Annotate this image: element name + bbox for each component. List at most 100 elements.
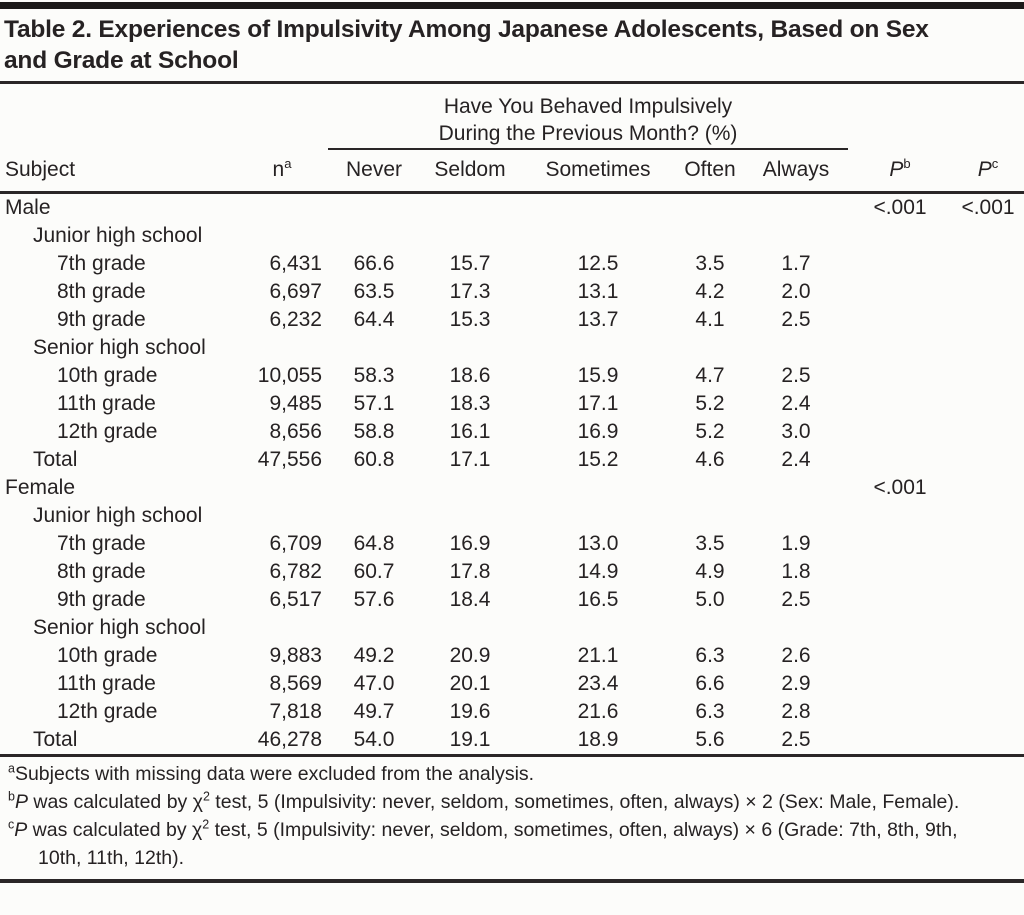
p-grade-cell xyxy=(952,530,1024,558)
p-grade-cell xyxy=(952,306,1024,334)
pct-cell: 60.8 xyxy=(353,448,395,471)
subject-cell: 7th grade xyxy=(57,532,146,555)
p-grade-cell xyxy=(952,390,1024,418)
p-sex-cell xyxy=(848,586,952,614)
pct-cell: 19.1 xyxy=(420,726,520,757)
pct-cell xyxy=(520,334,676,362)
n-cell xyxy=(250,474,328,502)
pct-cell: 6.3 xyxy=(695,644,725,667)
p-sex-cell xyxy=(848,558,952,586)
pct-cell: 1.8 xyxy=(781,560,811,583)
footnote-b-rest: test, 5 (Impulsivity: never, seldom, som… xyxy=(209,791,960,813)
p-grade-cell xyxy=(952,334,1024,362)
pct-cell: 64.8 xyxy=(353,532,395,555)
p-sex-cell xyxy=(848,334,952,362)
pct-cell: 1.7 xyxy=(781,252,811,275)
col-header-n: na xyxy=(250,84,328,193)
subject-cell: 8th grade xyxy=(57,280,146,303)
table-row: 7th grade 6,431 66.6 15.7 12.5 3.5 1.7 xyxy=(0,250,1024,278)
col-header-never: Never xyxy=(345,158,403,181)
footnote-c-marker: c xyxy=(8,817,15,832)
p-grade-cell xyxy=(952,418,1024,446)
footnote-a-marker: a xyxy=(8,761,15,776)
col-header-often: Often xyxy=(684,158,736,181)
pct-cell: 64.4 xyxy=(353,308,395,331)
table-row: Senior high school xyxy=(0,334,1024,362)
p-sex-cell xyxy=(848,250,952,278)
pct-cell: 57.6 xyxy=(353,588,395,611)
n-superscript: a xyxy=(284,156,292,171)
table-row: Junior high school xyxy=(0,502,1024,530)
p-sex-cell xyxy=(848,670,952,698)
pct-cell xyxy=(744,502,848,530)
pct-cell: 3.0 xyxy=(781,420,811,443)
pct-cell: 4.6 xyxy=(695,448,725,471)
pct-cell: 6.6 xyxy=(695,672,725,695)
pct-cell xyxy=(676,474,744,502)
pct-cell: 17.3 xyxy=(449,280,491,303)
pct-cell: 49.2 xyxy=(353,644,395,667)
pct-cell: 15.2 xyxy=(577,448,619,471)
n-cell xyxy=(250,334,328,362)
p-grade-cell xyxy=(952,362,1024,390)
table-row: 12th grade 8,656 58.8 16.1 16.9 5.2 3.0 xyxy=(0,418,1024,446)
col-header-sometimes: Sometimes xyxy=(545,158,651,181)
pct-cell xyxy=(744,222,848,250)
pct-cell: 16.5 xyxy=(577,588,619,611)
p-sex-cell xyxy=(848,502,952,530)
subject-cell: 9th grade xyxy=(57,308,146,331)
footnote-c-chi-sup: 2 xyxy=(202,817,210,832)
pct-cell: 4.7 xyxy=(695,364,725,387)
pct-cell: 58.3 xyxy=(353,364,395,387)
pct-cell: 15.7 xyxy=(449,252,491,275)
pct-cell: 13.0 xyxy=(577,532,619,555)
p-sex-cell xyxy=(848,530,952,558)
n-cell: 10,055 xyxy=(257,364,322,387)
pct-cell: 20.1 xyxy=(449,672,491,695)
table-row: 8th grade 6,697 63.5 17.3 13.1 4.2 2.0 xyxy=(0,278,1024,306)
n-cell: 8,569 xyxy=(269,672,322,695)
pct-cell: 17.1 xyxy=(449,448,491,471)
pct-cell: 6.3 xyxy=(695,700,725,723)
pct-cell: 3.5 xyxy=(695,252,725,275)
table-row: Total 47,556 60.8 17.1 15.2 4.6 2.4 xyxy=(0,446,1024,474)
p-grade-cell xyxy=(952,670,1024,698)
footnote-c-p: P xyxy=(14,819,28,841)
col-header-p-sex: Pb xyxy=(848,84,952,193)
pct-cell xyxy=(420,191,520,222)
subject-cell: 10th grade xyxy=(57,364,158,387)
footnote-b-text: was calculated by χ xyxy=(27,791,203,813)
subject-cell: 10th grade xyxy=(57,644,158,667)
pct-cell: 2.5 xyxy=(781,588,811,611)
p-superscript-c: c xyxy=(991,156,999,171)
table-row: Female <.001 xyxy=(0,474,1024,502)
p-grade-cell xyxy=(952,614,1024,642)
pct-cell xyxy=(328,222,420,250)
pct-cell: 4.2 xyxy=(695,280,725,303)
p-sex-cell xyxy=(848,642,952,670)
pct-cell: 16.9 xyxy=(449,532,491,555)
p-sex-cell xyxy=(848,278,952,306)
group-header-line2: During the Previous Month? (%) xyxy=(438,122,738,145)
n-cell: 6,709 xyxy=(269,532,322,555)
subject-cell: 11th grade xyxy=(57,672,156,695)
table-row: 8th grade 6,782 60.7 17.8 14.9 4.9 1.8 xyxy=(0,558,1024,586)
subject-cell: Junior high school xyxy=(33,224,203,247)
footnote-b-p: P xyxy=(14,791,28,813)
subject-cell: Senior high school xyxy=(33,336,206,359)
footnote-b-chi-sup: 2 xyxy=(202,789,210,804)
bottom-rule xyxy=(0,879,1024,883)
p-sex-cell xyxy=(848,222,952,250)
n-cell: 47,556 xyxy=(257,448,322,471)
pct-cell: 47.0 xyxy=(353,672,395,695)
n-cell: 9,883 xyxy=(269,644,322,667)
n-label: n xyxy=(272,158,285,181)
pct-cell xyxy=(744,474,848,502)
p-grade-cell xyxy=(952,558,1024,586)
p-sex-cell xyxy=(848,390,952,418)
subject-cell: Senior high school xyxy=(33,616,206,639)
n-cell: 46,278 xyxy=(250,726,328,757)
table-row: Junior high school xyxy=(0,222,1024,250)
table-row: 11th grade 9,485 57.1 18.3 17.1 5.2 2.4 xyxy=(0,390,1024,418)
pct-cell: 57.1 xyxy=(353,392,395,415)
